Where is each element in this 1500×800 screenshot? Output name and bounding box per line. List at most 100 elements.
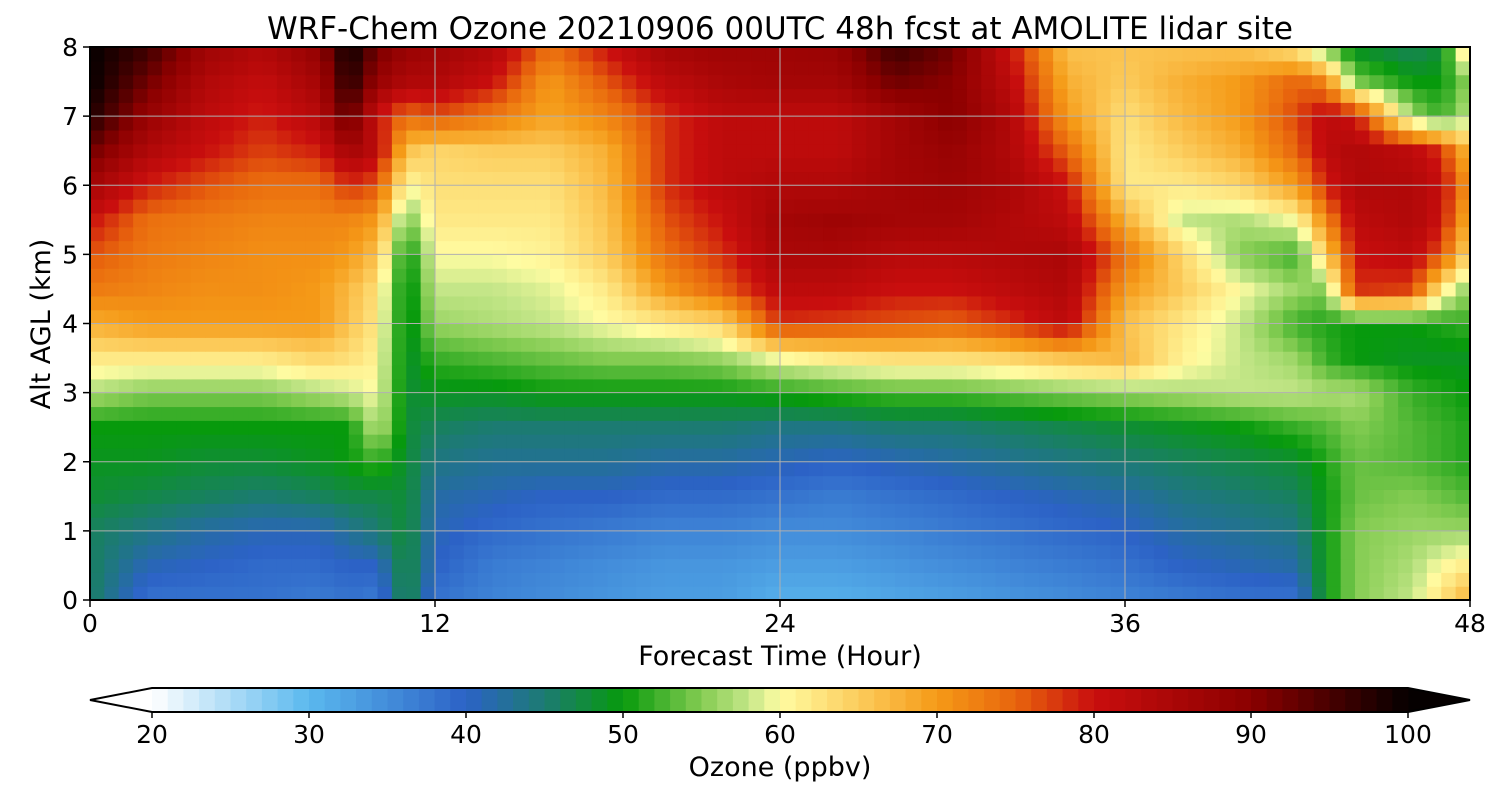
heatmap-cell (823, 530, 839, 546)
heatmap-cell (1297, 143, 1313, 159)
heatmap-cell (1326, 226, 1342, 242)
heatmap-cell (966, 586, 982, 601)
heatmap-cell (780, 88, 795, 103)
heatmap-cell (305, 309, 321, 325)
heatmap-cell (1168, 268, 1184, 283)
heatmap-cell (535, 185, 551, 200)
heatmap-cell (535, 116, 551, 131)
heatmap-cell (1053, 434, 1069, 449)
heatmap-cell (1153, 74, 1169, 90)
heatmap-cell (765, 364, 781, 380)
heatmap-cell (1110, 337, 1126, 352)
heatmap-cell (233, 116, 249, 131)
heatmap-cell (607, 268, 623, 283)
heatmap-cell (995, 337, 1011, 352)
heatmap-cell (1355, 530, 1370, 546)
heatmap-cell (363, 60, 379, 76)
heatmap-cell (1340, 406, 1356, 421)
heatmap-cell (1038, 199, 1054, 214)
heatmap-cell (320, 420, 335, 435)
heatmap-cell (794, 544, 810, 560)
heatmap-cell (406, 143, 422, 159)
heatmap-cell (837, 171, 853, 186)
heatmap-cell (176, 129, 192, 145)
heatmap-cell (1081, 295, 1097, 311)
heatmap-cell (751, 406, 767, 421)
heatmap-cell (348, 47, 364, 62)
heatmap-cell (981, 254, 997, 269)
heatmap-cell (1053, 475, 1069, 490)
heatmap-cell (262, 185, 278, 200)
heatmap-cell (1081, 185, 1097, 200)
heatmap-cell (1268, 240, 1284, 255)
heatmap-cell (219, 461, 235, 477)
heatmap-cell (708, 544, 724, 560)
heatmap-cell (219, 364, 235, 380)
heatmap-cell (133, 461, 149, 477)
heatmap-cell (1211, 364, 1227, 380)
heatmap-cell (233, 572, 249, 587)
heatmap-cell (262, 558, 278, 573)
colorbar-swatch (607, 688, 624, 712)
heatmap-cell (952, 102, 968, 117)
heatmap-cell (808, 185, 824, 200)
heatmap-cell (593, 586, 609, 601)
heatmap-cell (880, 517, 896, 532)
heatmap-cell (636, 337, 652, 352)
heatmap-cell (751, 378, 767, 394)
heatmap-cell (1283, 102, 1299, 117)
heatmap-cell (276, 475, 292, 490)
heatmap-cell (506, 199, 522, 214)
colorbar-swatch (1360, 688, 1378, 712)
heatmap-cell (880, 475, 896, 490)
heatmap-cell (1196, 364, 1212, 380)
heatmap-cell (90, 489, 105, 504)
heatmap-cell (665, 226, 680, 242)
colorbar-swatch (324, 688, 341, 712)
heatmap-cell (823, 226, 839, 242)
heatmap-cell (765, 337, 781, 352)
heatmap-cell (147, 309, 163, 325)
heatmap-cell (1398, 116, 1414, 131)
heatmap-cell (478, 364, 494, 380)
heatmap-cell (1283, 530, 1299, 546)
heatmap-cell (176, 309, 192, 325)
heatmap-cell (679, 102, 695, 117)
heatmap-cell (909, 351, 925, 366)
heatmap-cell (1398, 461, 1414, 477)
heatmap-cell (823, 489, 839, 504)
heatmap-cell (1096, 268, 1112, 283)
heatmap-cell (1053, 254, 1069, 269)
heatmap-cell (291, 88, 307, 103)
heatmap-cell (449, 586, 465, 601)
heatmap-cell (823, 420, 839, 435)
heatmap-cell (1268, 406, 1284, 421)
heatmap-cell (377, 558, 393, 573)
heatmap-cell (650, 212, 666, 228)
heatmap-cell (521, 74, 537, 90)
heatmap-cell (952, 47, 968, 62)
heatmap-cell (636, 420, 652, 435)
heatmap-cell (1455, 129, 1471, 145)
heatmap-cell (909, 572, 925, 587)
heatmap-cell (363, 268, 379, 283)
heatmap-cell (1355, 212, 1370, 228)
heatmap-cell (909, 461, 925, 477)
heatmap-cell (1355, 420, 1370, 435)
heatmap-cell (334, 558, 350, 573)
heatmap-cell (1398, 392, 1414, 408)
heatmap-cell (952, 240, 968, 255)
heatmap-cell (1340, 254, 1356, 269)
heatmap-cell (219, 47, 235, 62)
heatmap-cell (1038, 461, 1054, 477)
heatmap-cell (262, 351, 278, 366)
heatmap-cell (248, 406, 264, 421)
heatmap-cell (650, 517, 666, 532)
heatmap-cell (320, 199, 335, 214)
heatmap-cell (377, 517, 393, 532)
heatmap-cell (1225, 558, 1241, 573)
heatmap-cell (923, 544, 939, 560)
heatmap-cell (665, 295, 680, 311)
heatmap-cell (1024, 185, 1040, 200)
heatmap-cell (1455, 503, 1471, 518)
